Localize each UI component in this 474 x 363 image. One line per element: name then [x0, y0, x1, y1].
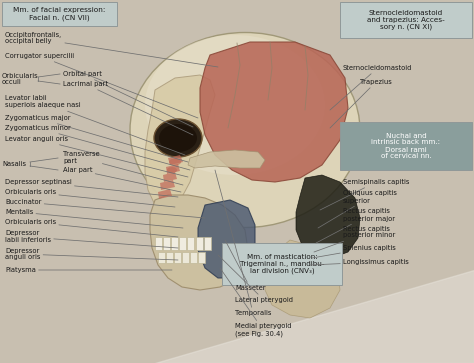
- Text: Mentalis: Mentalis: [5, 209, 183, 228]
- Text: Masseter: Masseter: [225, 240, 265, 291]
- Bar: [163, 237, 170, 250]
- Text: Lacrimal part: Lacrimal part: [63, 81, 193, 135]
- Text: Transverse
part: Transverse part: [63, 151, 183, 185]
- Bar: [198, 252, 205, 263]
- Bar: [174, 252, 181, 263]
- Ellipse shape: [167, 167, 177, 173]
- Bar: [187, 237, 194, 250]
- FancyBboxPatch shape: [340, 122, 472, 170]
- Bar: [155, 237, 162, 250]
- Text: Lateral pterygoid: Lateral pterygoid: [218, 255, 293, 303]
- Polygon shape: [198, 200, 255, 278]
- Polygon shape: [155, 270, 474, 363]
- Polygon shape: [188, 150, 265, 168]
- Text: Rectus capitis
posterior minor: Rectus capitis posterior minor: [314, 225, 395, 252]
- Bar: [182, 252, 189, 263]
- Polygon shape: [265, 240, 340, 318]
- Ellipse shape: [145, 35, 325, 175]
- Bar: [166, 252, 173, 263]
- Polygon shape: [160, 180, 175, 190]
- Text: Depressor
anguli oris: Depressor anguli oris: [5, 248, 178, 261]
- FancyBboxPatch shape: [222, 243, 342, 285]
- Polygon shape: [158, 189, 172, 199]
- Ellipse shape: [159, 124, 197, 152]
- Text: Occipitofrontalis,
occipital belly: Occipitofrontalis, occipital belly: [5, 32, 218, 67]
- Polygon shape: [163, 172, 177, 182]
- Text: Longissimus capitis: Longissimus capitis: [310, 259, 409, 265]
- FancyBboxPatch shape: [340, 2, 472, 38]
- Text: Nasalis: Nasalis: [2, 161, 26, 167]
- Polygon shape: [150, 195, 248, 290]
- Text: Orbicularis oris: Orbicularis oris: [5, 219, 178, 237]
- Text: Temporalis: Temporalis: [215, 170, 272, 316]
- Text: Splenius capitis: Splenius capitis: [312, 245, 396, 258]
- Text: Rectus capitis
posterior major: Rectus capitis posterior major: [316, 208, 395, 243]
- Bar: [196, 237, 203, 250]
- Text: Corrugator supercilii: Corrugator supercilii: [5, 53, 198, 118]
- Text: Levator anguli oris: Levator anguli oris: [5, 136, 188, 177]
- Polygon shape: [145, 75, 215, 210]
- Text: Depressor
labii inferioris: Depressor labii inferioris: [5, 231, 178, 248]
- Text: Platysma: Platysma: [5, 267, 172, 273]
- Text: Semispinalis capitis: Semispinalis capitis: [320, 179, 410, 210]
- Polygon shape: [200, 42, 348, 182]
- Text: Orbicularis oris: Orbicularis oris: [5, 189, 175, 207]
- FancyBboxPatch shape: [2, 2, 117, 26]
- Text: Depressor septinasi: Depressor septinasi: [5, 179, 178, 197]
- Polygon shape: [166, 164, 180, 174]
- Text: Medial pterygoid
(see Fig. 30.4): Medial pterygoid (see Fig. 30.4): [220, 268, 292, 337]
- Bar: [179, 237, 186, 250]
- Bar: [190, 252, 197, 263]
- Bar: [158, 252, 165, 263]
- Text: Buccinator: Buccinator: [5, 199, 205, 218]
- Text: Orbital part: Orbital part: [63, 71, 193, 127]
- Bar: [204, 237, 211, 250]
- Ellipse shape: [130, 33, 360, 228]
- Text: Mm. of mastication:
Trigeminal n., mandibu-
lar division (CNV₃): Mm. of mastication: Trigeminal n., mandi…: [240, 254, 324, 274]
- Ellipse shape: [154, 119, 202, 157]
- Text: Mm. of facial expression:
Facial n. (CN VII): Mm. of facial expression: Facial n. (CN …: [13, 7, 106, 21]
- Text: Zygomaticus minor: Zygomaticus minor: [5, 125, 190, 170]
- Text: Orbicularis
occuli: Orbicularis occuli: [2, 73, 38, 86]
- Text: Levator labii
superiois alaeque nasi: Levator labii superiois alaeque nasi: [5, 95, 185, 155]
- Bar: [171, 237, 178, 250]
- Text: Obliquus capitis
superior: Obliquus capitis superior: [318, 191, 397, 228]
- Text: Nuchal and
intrinsic back mm.:
Dorsal rami
of cervical nn.: Nuchal and intrinsic back mm.: Dorsal ra…: [372, 132, 440, 159]
- Ellipse shape: [169, 159, 181, 166]
- Text: Sternocleidomastoid
and trapezius: Acces-
sory n. (CN XI): Sternocleidomastoid and trapezius: Acces…: [367, 10, 445, 30]
- Text: Trapezius: Trapezius: [330, 79, 392, 128]
- Text: Alar part: Alar part: [63, 167, 181, 192]
- Polygon shape: [296, 175, 360, 258]
- Polygon shape: [168, 155, 183, 165]
- Text: Sternocleidomastoid: Sternocleidomastoid: [330, 65, 412, 110]
- Text: Zygomaticus major: Zygomaticus major: [5, 115, 188, 162]
